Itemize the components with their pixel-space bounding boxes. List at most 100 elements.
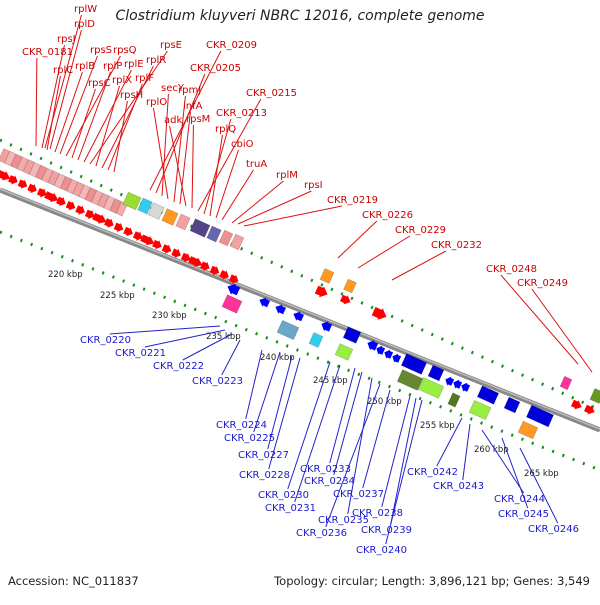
forward-gene-arrow (8, 175, 18, 185)
forward-gene-label: CKR_0229 (395, 225, 446, 236)
forward-gene-arrow (75, 205, 85, 215)
forward-gene-label: adk (164, 115, 182, 126)
leader-line (531, 288, 593, 373)
feature-block (206, 225, 222, 243)
leader-line (391, 250, 447, 281)
leader-line (59, 55, 98, 155)
forward-gene-label: CKR_0248 (486, 264, 537, 275)
leader-line (221, 169, 254, 221)
kbp-tick-label: 240 kbp (260, 353, 295, 363)
feature-block (276, 320, 300, 340)
forward-gene-label: CKR_0205 (190, 63, 241, 74)
feature-block (29, 162, 41, 178)
feature-block (161, 208, 179, 226)
forward-gene-arrow (56, 196, 66, 207)
forward-gene-label: CKR_0209 (206, 40, 257, 51)
leader-line (221, 339, 241, 376)
forward-gene-label: rplP (103, 61, 122, 72)
forward-gene-arrow (132, 231, 143, 241)
forward-gene-arrow (84, 209, 95, 220)
leader-line (41, 44, 65, 149)
forward-gene-label: CKR_0213 (216, 108, 267, 119)
leader-line (179, 111, 191, 205)
leader-line (357, 235, 411, 269)
kbp-tick-label: 250 kbp (367, 397, 402, 407)
leader-line (144, 329, 226, 348)
kbp-tick-label: 230 kbp (152, 311, 187, 321)
leader-line (107, 83, 143, 171)
upper-dotted-guide (0, 138, 600, 412)
forward-gene-arrow (371, 307, 387, 320)
feature-block (417, 377, 445, 399)
forward-gene-label: rplE (124, 59, 144, 70)
leader-line (65, 55, 121, 157)
forward-gene-label: rplM (276, 170, 298, 181)
leader-line (333, 371, 363, 476)
leader-line (152, 107, 169, 200)
feature-block (78, 184, 91, 200)
reverse-gene-arrow (367, 340, 379, 351)
feature-block (589, 388, 600, 404)
reverse-gene-label: CKR_0227 (238, 450, 289, 461)
forward-gene-arrow (219, 270, 229, 280)
leader-line (182, 333, 233, 361)
leader-line (54, 71, 83, 153)
feature-block (16, 156, 29, 172)
reverse-gene-label: CKR_0238 (352, 508, 403, 519)
reverse-gene-arrow (384, 349, 394, 359)
forward-gene-arrow (27, 183, 37, 194)
forward-gene-arrow (584, 404, 595, 415)
forward-gene-label: CKR_0226 (362, 210, 413, 221)
kbp-tick-label: 260 kbp (474, 445, 509, 455)
accession-text: Accession: NC_011837 (8, 574, 139, 588)
genome-backbone-highlight (0, 188, 600, 430)
topology-text: Topology: circular; Length: 3,896,121 bp… (274, 574, 590, 588)
reverse-gene-arrow (461, 382, 471, 392)
feature-block (84, 187, 97, 203)
feature-block (97, 192, 110, 209)
forward-gene-arrow (0, 170, 11, 181)
feature-block (147, 202, 165, 220)
leader-line (390, 397, 417, 525)
forward-gene-arrow (180, 252, 191, 263)
reverse-gene-label: CKR_0236 (296, 528, 347, 539)
feature-block (343, 278, 357, 294)
forward-gene-arrow (123, 226, 133, 237)
forward-gene-label: rplR (146, 55, 166, 66)
forward-gene-label: rpsE (160, 40, 182, 51)
feature-block (229, 233, 245, 251)
reverse-gene-arrow (227, 283, 241, 296)
forward-gene-arrow (36, 188, 47, 198)
kbp-tick-label: 245 kbp (313, 376, 348, 386)
reverse-gene-label: CKR_0245 (498, 509, 549, 520)
leader-line (169, 125, 187, 207)
forward-gene-arrow (314, 285, 328, 298)
reverse-gene-arrow (293, 311, 304, 322)
reverse-gene-label: CKR_0223 (192, 376, 243, 387)
feature-block (137, 197, 153, 215)
feature-block (526, 404, 554, 428)
reverse-gene-arrow (445, 376, 455, 386)
leader-line (362, 389, 391, 489)
leader-line (231, 180, 284, 224)
forward-gene-label: rpsI (304, 180, 323, 191)
leader-line (197, 98, 262, 212)
forward-gene-arrow (92, 212, 107, 224)
leader-line (245, 349, 263, 420)
leader-line (268, 357, 301, 470)
forward-gene-label: rpmJ (178, 85, 201, 96)
feature-block (334, 343, 354, 361)
feature-block (447, 392, 461, 408)
reverse-gene-arrow (321, 321, 333, 332)
reverse-gene-label: CKR_0228 (239, 470, 290, 481)
forward-gene-label: CKR_0215 (246, 88, 297, 99)
reverse-gene-label: CKR_0221 (115, 348, 166, 359)
forward-gene-label: truA (246, 159, 267, 170)
leader-line (83, 69, 132, 163)
feature-block (221, 294, 243, 314)
reverse-gene-label: CKR_0239 (361, 525, 412, 536)
feature-block (319, 268, 335, 284)
forward-gene-label: infA (183, 101, 203, 112)
reverse-gene-label: CKR_0225 (224, 433, 275, 444)
